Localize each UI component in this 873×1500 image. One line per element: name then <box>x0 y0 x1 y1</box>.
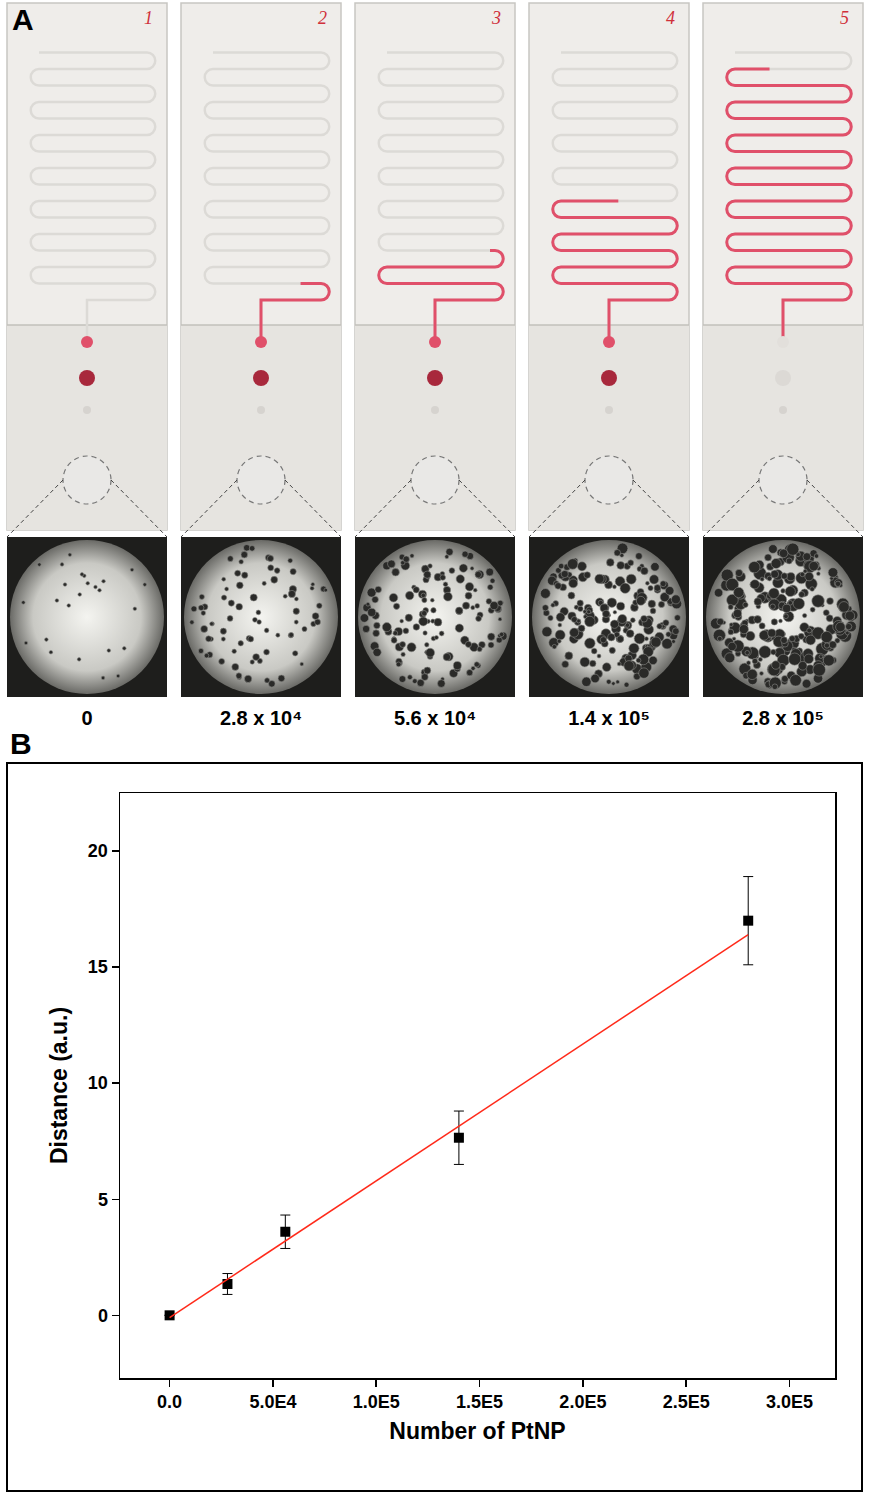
svg-text:1.5E5: 1.5E5 <box>456 1392 503 1412</box>
html-text:B: B <box>10 727 32 760</box>
svg-text:Distance (a.u.): Distance (a.u.) <box>46 1007 72 1164</box>
svg-text:5: 5 <box>98 1190 108 1210</box>
svg-text:4: 4 <box>666 8 675 28</box>
svg-text:0: 0 <box>81 707 92 729</box>
svg-text:20: 20 <box>88 841 108 861</box>
svg-text:10: 10 <box>88 1073 108 1093</box>
svg-text:1: 1 <box>144 8 153 28</box>
svg-text:2.8 x 10⁴: 2.8 x 10⁴ <box>220 707 302 729</box>
svg-text:5.0E4: 5.0E4 <box>249 1392 296 1412</box>
svg-text:3: 3 <box>491 8 501 28</box>
svg-text:2: 2 <box>318 8 327 28</box>
svg-text:0: 0 <box>98 1306 108 1326</box>
svg-text:2.8 x 10⁵: 2.8 x 10⁵ <box>742 707 824 729</box>
svg-text:1.4 x 10⁵: 1.4 x 10⁵ <box>568 707 650 729</box>
svg-text:0.0: 0.0 <box>157 1392 182 1412</box>
svg-text:Number of PtNP: Number of PtNP <box>389 1418 565 1444</box>
svg-text:1.0E5: 1.0E5 <box>353 1392 400 1412</box>
svg-text:2.0E5: 2.0E5 <box>559 1392 606 1412</box>
svg-text:15: 15 <box>88 957 108 977</box>
svg-text:2.5E5: 2.5E5 <box>663 1392 710 1412</box>
svg-text:5: 5 <box>840 8 849 28</box>
svg-text:3.0E5: 3.0E5 <box>766 1392 813 1412</box>
svg-text:A: A <box>12 3 34 36</box>
svg-text:5.6 x 10⁴: 5.6 x 10⁴ <box>394 707 476 729</box>
